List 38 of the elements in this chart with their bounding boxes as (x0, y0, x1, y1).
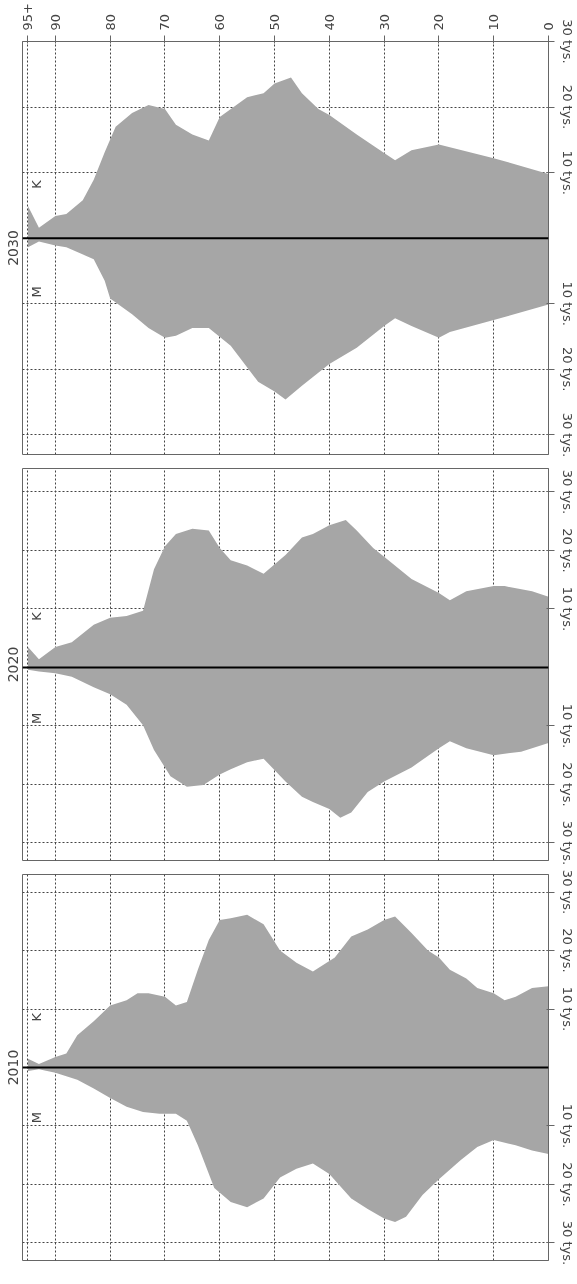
text: 2010 (4, 1049, 21, 1086)
text: 2030 (4, 230, 21, 266)
x-tick-label: 60 (212, 13, 228, 31)
y-tick-label: 30 tys. (559, 469, 575, 515)
y-tick-label: 10 tys. (559, 1103, 575, 1149)
x-tick-label: 20 (431, 13, 447, 31)
x-tick-label: 80 (102, 13, 118, 31)
y-tick-label: 20 tys. (559, 1162, 575, 1207)
y-tick-label: 20 tys. (559, 762, 575, 807)
x-tick-label: 90 (47, 13, 63, 31)
y-tick-label: 10 tys. (559, 281, 575, 326)
y-tick-label: 20 tys. (559, 347, 575, 392)
y-tick-label: 30 tys. (559, 869, 575, 915)
x-tick-label: 0 (541, 22, 556, 31)
x-tick-label: 95+ (20, 3, 36, 31)
y-tick-label: 20 tys. (559, 928, 575, 973)
text: M (28, 712, 44, 724)
y-tick-label: 20 tys. (559, 84, 575, 130)
text: M (28, 1112, 44, 1124)
y-tick-label: 10 tys. (559, 586, 575, 632)
y-tick-label: 10 tys. (559, 986, 575, 1032)
y-tick-label: 30 tys. (559, 412, 575, 458)
text: K (28, 1012, 44, 1022)
y-tick-label: 30 tys. (559, 1220, 575, 1266)
text: 2020 (4, 646, 21, 683)
y-tick-label: 10 tys. (559, 703, 575, 749)
text: K (28, 611, 44, 621)
x-tick-label: 70 (157, 13, 173, 31)
text: M (28, 286, 44, 298)
y-tick-label: 20 tys. (559, 528, 575, 573)
y-tick-label: 30 tys. (559, 19, 575, 64)
x-tick-label: 10 (486, 13, 502, 31)
x-tick-label: 50 (267, 13, 283, 31)
y-tick-label: 30 tys. (559, 820, 575, 866)
x-tick-label: 40 (321, 13, 337, 31)
text: K (28, 179, 44, 189)
y-tick-label: 10 tys. (559, 150, 575, 195)
x-tick-label: 30 (376, 13, 392, 31)
